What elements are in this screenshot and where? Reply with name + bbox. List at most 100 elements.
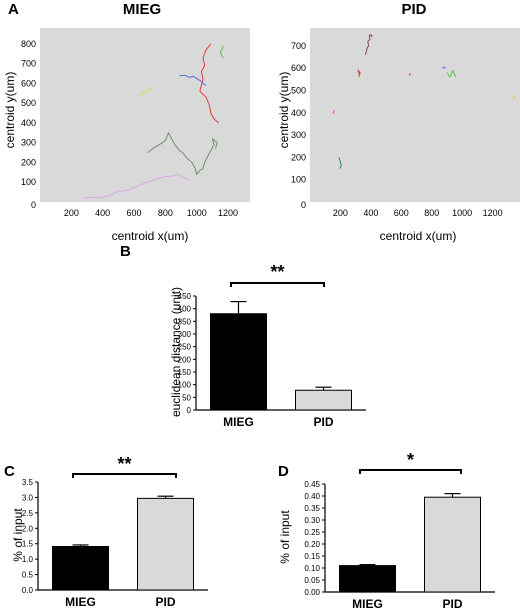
y-tick-label: 0 xyxy=(187,406,192,415)
category-label: MIEG xyxy=(65,595,96,609)
y-tick-label: 400 xyxy=(21,118,36,128)
y-tick-label: 0.15 xyxy=(304,552,320,561)
chart-title: PID xyxy=(401,1,426,18)
x-tick-label: 400 xyxy=(95,208,110,218)
panel-label-c: C xyxy=(4,463,15,480)
y-tick-label: 2.0 xyxy=(22,524,34,533)
y-axis-label: centroid y(um) xyxy=(277,72,291,149)
panel-label-d: D xyxy=(278,463,289,480)
y-tick-label: 0.05 xyxy=(304,576,320,585)
panel-label-b: B xyxy=(120,243,131,260)
x-tick-label: 600 xyxy=(127,208,142,218)
y-tick-label: 0.10 xyxy=(304,564,320,573)
x-tick-label: 1200 xyxy=(483,208,503,218)
category-label: PID xyxy=(313,415,333,429)
y-tick-label: 250 xyxy=(178,343,192,352)
x-tick-label: 200 xyxy=(64,208,79,218)
origin-label: 0 xyxy=(301,200,306,210)
y-tick-label: 800 xyxy=(21,39,36,49)
category-label: PID xyxy=(155,595,175,609)
category-label: PID xyxy=(442,597,462,611)
trajectory-line xyxy=(338,157,342,169)
x-tick-label: 1200 xyxy=(218,208,238,218)
y-tick-label: 300 xyxy=(291,130,306,140)
y-tick-label: 1.5 xyxy=(22,540,34,549)
trajectory-line xyxy=(357,69,361,78)
significance-bracket xyxy=(72,473,177,478)
y-tick-label: 2.5 xyxy=(22,509,34,518)
bar xyxy=(210,313,267,411)
significance-stars: ** xyxy=(117,454,131,474)
trajectory-line xyxy=(199,43,220,124)
y-tick-label: 150 xyxy=(178,368,192,377)
trajectory-line xyxy=(332,110,335,115)
y-tick-label: 600 xyxy=(291,63,306,73)
y-tick-label: 0.40 xyxy=(304,492,320,501)
trajectory-line xyxy=(219,45,224,59)
significance-stars: ** xyxy=(270,262,284,282)
y-tick-label: 600 xyxy=(21,78,36,88)
trajectory-line xyxy=(513,94,516,100)
y-tick-label: 200 xyxy=(178,355,192,364)
bar xyxy=(52,545,109,591)
bar xyxy=(424,496,481,593)
y-tick-label: 0.5 xyxy=(22,571,34,580)
y-tick-label: 400 xyxy=(291,108,306,118)
plot-area xyxy=(310,28,520,202)
y-tick-label: 500 xyxy=(291,85,306,95)
x-tick-label: 800 xyxy=(424,208,439,218)
y-tick-label: 450 xyxy=(178,292,192,301)
x-tick-label: 1000 xyxy=(452,208,472,218)
category-label: MIEG xyxy=(352,597,383,611)
trajectory-line xyxy=(179,75,207,86)
chart-a1: MIEG centroid x(um) centroid y(um) 200 400 60… xyxy=(3,1,250,243)
y-tick-label: 200 xyxy=(291,152,306,162)
trajectory-line xyxy=(139,86,154,96)
significance-stars: * xyxy=(407,450,414,470)
x-tick-label: 800 xyxy=(158,208,173,218)
trajectory-line xyxy=(147,132,218,175)
y-axis-label: centroid y(um) xyxy=(3,72,17,149)
y-tick-label: 700 xyxy=(21,59,36,69)
y-tick-label: 0.35 xyxy=(304,504,320,513)
x-axis-label: centroid x(um) xyxy=(380,229,457,243)
y-tick-label: 700 xyxy=(291,41,306,51)
y-tick-label: 0.20 xyxy=(304,540,320,549)
x-tick-label: 600 xyxy=(394,208,409,218)
y-tick-label: 100 xyxy=(178,381,192,390)
panel-label-a: A xyxy=(8,1,19,18)
x-tick-label: 400 xyxy=(363,208,378,218)
significance-bracket xyxy=(359,469,462,474)
origin-label: 0 xyxy=(31,200,36,210)
plot-area xyxy=(40,28,250,202)
y-tick-label: 300 xyxy=(21,138,36,148)
y-tick-label: 400 xyxy=(178,305,192,314)
y-tick-label: 0.45 xyxy=(304,480,320,489)
bar xyxy=(295,389,352,411)
y-tick-label: 0.30 xyxy=(304,516,320,525)
bar xyxy=(137,497,194,591)
y-tick-label: 3.0 xyxy=(22,493,34,502)
x-tick-label: 1000 xyxy=(187,208,207,218)
y-tick-label: 50 xyxy=(182,393,191,402)
y-tick-label: 1.0 xyxy=(22,555,34,564)
y-tick-label: 100 xyxy=(291,175,306,185)
trajectory-line xyxy=(408,73,411,77)
trajectory-line xyxy=(83,173,191,199)
y-tick-label: 0.00 xyxy=(304,588,320,597)
x-tick-label: 200 xyxy=(333,208,348,218)
y-tick-label: 300 xyxy=(178,330,192,339)
trajectory-line xyxy=(442,66,446,69)
trajectory-line xyxy=(365,34,373,55)
y-tick-label: 3.5 xyxy=(22,478,34,487)
x-axis-label: centroid x(um) xyxy=(112,229,189,243)
y-axis-label: euclidean distance (unit) xyxy=(169,287,183,417)
trajectory-line xyxy=(446,69,457,78)
y-tick-label: 0.0 xyxy=(22,586,34,595)
y-tick-label: 200 xyxy=(21,157,36,167)
y-axis-label: % of input xyxy=(11,508,25,562)
chart-d: 0.00 0.05 0.10 0.15 0.20 0.25 0.30 0.35 0.40 0.45… xyxy=(278,450,495,611)
